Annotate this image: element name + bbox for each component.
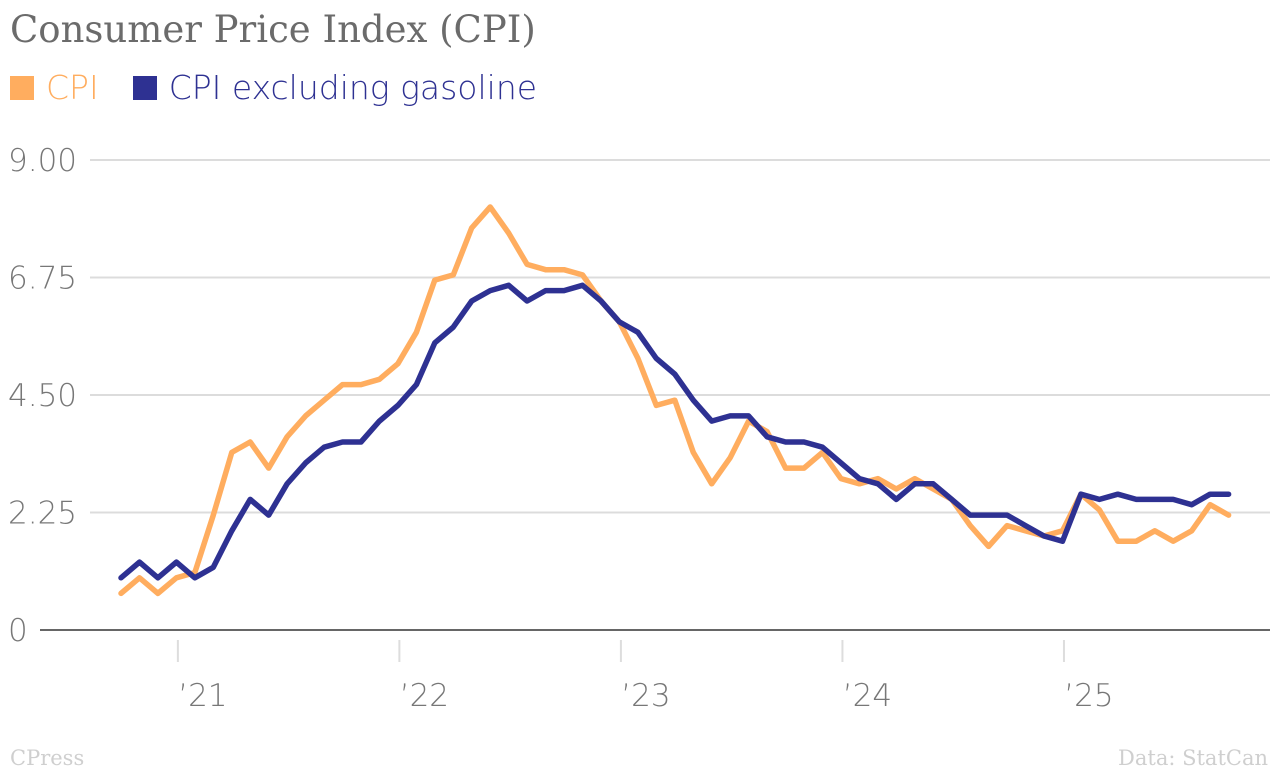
x-tick-label: ’24 — [843, 678, 892, 714]
y-tick-label: 6.75 — [8, 261, 77, 297]
legend-swatch-cpi-ex-gas — [132, 75, 157, 100]
x-tick-label: ’25 — [1064, 678, 1113, 714]
legend-swatch-cpi — [10, 75, 34, 100]
y-tick-label: 2.25 — [8, 496, 77, 532]
legend-label-cpi-ex-gas: CPI excluding gasoline — [168, 68, 538, 107]
y-tick-label: 0 — [8, 613, 28, 649]
chart-title: Consumer Price Index (CPI) — [10, 8, 536, 51]
legend-item-cpi-ex-gas: CPI excluding gasoline — [132, 68, 538, 107]
x-tick-label: ’22 — [400, 678, 449, 714]
legend: CPI CPI excluding gasoline — [10, 68, 571, 107]
legend-label-cpi: CPI — [46, 68, 99, 107]
y-tick-label: 9.00 — [8, 143, 77, 179]
source-credit: Data: StatCan — [1118, 746, 1268, 770]
x-tick-label: ’21 — [178, 678, 227, 714]
legend-item-cpi: CPI — [10, 68, 99, 107]
series-line-cpi-ex-gas — [118, 282, 1232, 581]
y-tick-label: 4.50 — [8, 378, 77, 414]
x-tick-label: ’23 — [621, 678, 670, 714]
brand-credit: CPress — [10, 746, 85, 770]
